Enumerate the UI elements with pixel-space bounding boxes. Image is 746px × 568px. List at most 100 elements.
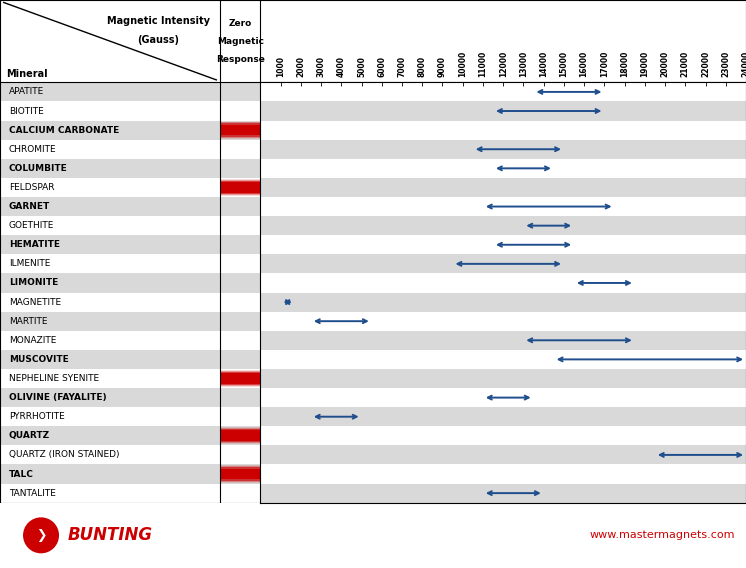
Bar: [260, 140, 746, 159]
Bar: [220, 125, 260, 136]
Bar: [260, 293, 746, 312]
Bar: [220, 407, 260, 426]
Bar: [0, 350, 220, 369]
Bar: [0, 82, 220, 102]
Bar: [220, 123, 260, 137]
Bar: [0, 445, 220, 465]
Bar: [260, 120, 746, 140]
Text: Response: Response: [216, 55, 265, 64]
Bar: [220, 426, 260, 445]
Text: CALCIUM CARBONATE: CALCIUM CARBONATE: [9, 126, 119, 135]
Text: Mineral: Mineral: [6, 69, 48, 79]
Bar: [220, 483, 260, 503]
Bar: [220, 388, 260, 407]
Bar: [260, 197, 746, 216]
Bar: [260, 82, 746, 102]
Bar: [220, 216, 260, 235]
Bar: [220, 373, 260, 384]
Text: MARTITE: MARTITE: [9, 317, 47, 325]
Bar: [0, 293, 220, 312]
Bar: [220, 178, 260, 197]
Bar: [0, 197, 220, 216]
Bar: [260, 159, 746, 178]
Bar: [220, 370, 260, 387]
Bar: [0, 273, 220, 293]
Text: GARNET: GARNET: [9, 202, 50, 211]
Bar: [220, 181, 260, 194]
Bar: [0, 483, 220, 503]
Bar: [220, 140, 260, 159]
Bar: [220, 445, 260, 465]
Bar: [220, 179, 260, 196]
Bar: [260, 254, 746, 273]
Text: PYRRHOTITE: PYRRHOTITE: [9, 412, 65, 421]
Bar: [260, 331, 746, 350]
Bar: [260, 407, 746, 426]
Bar: [220, 120, 260, 140]
Text: NEPHELINE SYENITE: NEPHELINE SYENITE: [9, 374, 99, 383]
Bar: [220, 465, 260, 483]
Text: LIMONITE: LIMONITE: [9, 278, 58, 287]
Text: (Gauss): (Gauss): [137, 35, 180, 44]
Bar: [0, 140, 220, 159]
Bar: [260, 312, 746, 331]
Bar: [260, 235, 746, 254]
Bar: [220, 371, 260, 386]
Text: BUNTING: BUNTING: [68, 527, 153, 544]
Text: QUARTZ (IRON STAINED): QUARTZ (IRON STAINED): [9, 450, 119, 460]
Bar: [220, 180, 260, 195]
Bar: [260, 102, 746, 120]
Bar: [220, 102, 260, 120]
Bar: [220, 235, 260, 254]
Text: TANTALITE: TANTALITE: [9, 488, 56, 498]
Text: COLUMBITE: COLUMBITE: [9, 164, 68, 173]
Bar: [260, 445, 746, 465]
Bar: [220, 429, 260, 442]
Bar: [220, 331, 260, 350]
Bar: [0, 102, 220, 120]
Bar: [260, 465, 746, 483]
Bar: [220, 312, 260, 331]
Bar: [220, 254, 260, 273]
Bar: [260, 216, 746, 235]
Bar: [220, 122, 260, 139]
Bar: [260, 483, 746, 503]
Bar: [0, 120, 220, 140]
Text: HEMATITE: HEMATITE: [9, 240, 60, 249]
Text: MUSCOVITE: MUSCOVITE: [9, 355, 69, 364]
Bar: [220, 428, 260, 444]
Bar: [220, 431, 260, 441]
Text: CHROMITE: CHROMITE: [9, 145, 57, 154]
Text: MAGNETITE: MAGNETITE: [9, 298, 61, 307]
Text: Zero: Zero: [228, 19, 252, 28]
Text: GOETHITE: GOETHITE: [9, 221, 54, 230]
Text: www.mastermagnets.com: www.mastermagnets.com: [589, 531, 735, 540]
Text: FELDSPAR: FELDSPAR: [9, 183, 54, 192]
Text: QUARTZ: QUARTZ: [9, 431, 50, 440]
Bar: [0, 235, 220, 254]
Bar: [0, 407, 220, 426]
Bar: [0, 312, 220, 331]
Bar: [220, 273, 260, 293]
Bar: [0, 178, 220, 197]
Bar: [220, 197, 260, 216]
Bar: [260, 273, 746, 293]
Bar: [220, 369, 260, 388]
Bar: [220, 466, 260, 482]
Text: ILMENITE: ILMENITE: [9, 260, 50, 268]
Text: BIOTITE: BIOTITE: [9, 107, 43, 115]
Bar: [220, 293, 260, 312]
Bar: [260, 369, 746, 388]
Bar: [0, 426, 220, 445]
Text: ❯: ❯: [36, 529, 46, 542]
Bar: [220, 372, 260, 385]
Bar: [220, 427, 260, 444]
Bar: [220, 82, 260, 102]
Bar: [0, 216, 220, 235]
Bar: [0, 331, 220, 350]
Bar: [0, 159, 220, 178]
Bar: [0, 254, 220, 273]
Bar: [220, 465, 260, 483]
Bar: [0, 388, 220, 407]
Text: MONAZITE: MONAZITE: [9, 336, 56, 345]
